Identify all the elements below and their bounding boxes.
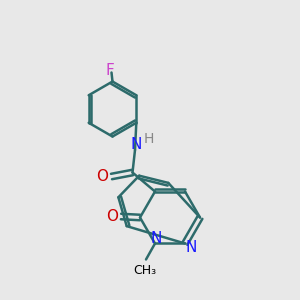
Text: N: N [130, 136, 142, 152]
Text: N: N [150, 231, 162, 246]
Text: F: F [106, 63, 114, 78]
Text: H: H [144, 132, 154, 146]
Text: CH₃: CH₃ [133, 264, 156, 277]
Text: O: O [106, 209, 118, 224]
Text: O: O [97, 169, 109, 184]
Text: N: N [185, 240, 197, 255]
